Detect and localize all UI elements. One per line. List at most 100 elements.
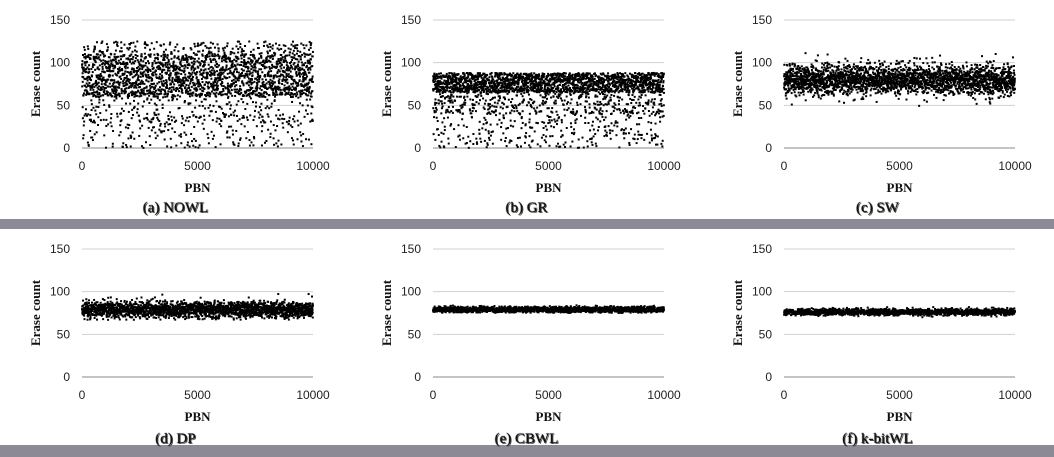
data-point [83, 46, 86, 49]
data-point [466, 92, 469, 95]
data-point [597, 83, 600, 86]
data-point [107, 85, 110, 88]
data-point [119, 61, 122, 64]
data-point [284, 49, 287, 52]
data-point [294, 67, 297, 70]
data-point [636, 76, 639, 79]
data-point [153, 47, 156, 50]
data-point [175, 76, 178, 79]
data-point [186, 57, 189, 60]
data-point [611, 129, 614, 132]
data-point [295, 72, 298, 75]
x-tick-label: 10000 [296, 159, 330, 173]
data-point [603, 135, 606, 138]
data-point [92, 55, 95, 58]
data-point [175, 78, 178, 81]
data-point [449, 85, 452, 88]
data-point [609, 129, 612, 132]
data-point [469, 85, 472, 88]
data-point [235, 84, 238, 87]
data-point [462, 72, 465, 75]
data-point [462, 87, 465, 90]
data-point [510, 86, 513, 89]
data-point [444, 89, 447, 92]
data-point [255, 101, 258, 104]
data-point [502, 103, 505, 106]
data-point [92, 64, 95, 67]
data-point [519, 145, 522, 148]
data-point [244, 44, 247, 47]
data-point [616, 71, 619, 74]
data-point [252, 119, 255, 122]
data-point [189, 47, 192, 50]
data-point [601, 77, 604, 80]
data-point [311, 75, 314, 78]
data-point [454, 86, 457, 89]
data-point [580, 86, 583, 89]
data-point [463, 74, 466, 77]
data-point [236, 70, 239, 73]
data-point [450, 82, 453, 85]
data-point [277, 85, 280, 88]
data-point [503, 88, 506, 91]
data-point [627, 113, 630, 116]
data-point [439, 81, 442, 84]
data-point [251, 93, 254, 96]
data-point [260, 109, 263, 112]
data-point [205, 46, 208, 49]
data-point [111, 65, 114, 68]
data-point [307, 53, 310, 56]
data-point [290, 61, 293, 64]
data-point [478, 99, 481, 102]
data-point [610, 78, 613, 81]
data-point [166, 63, 169, 66]
data-point [439, 93, 442, 96]
data-point [236, 63, 239, 66]
data-point [567, 77, 570, 80]
data-point [588, 83, 591, 86]
data-point [435, 90, 438, 93]
data-point [230, 89, 233, 92]
data-point [558, 95, 561, 98]
data-point [552, 73, 555, 76]
data-point [223, 54, 226, 57]
data-point [214, 84, 217, 87]
data-point [248, 95, 251, 98]
data-point [221, 67, 224, 70]
data-point [246, 118, 249, 121]
data-point [273, 51, 276, 54]
data-point [613, 124, 616, 127]
data-point [634, 106, 637, 109]
data-point [104, 92, 107, 95]
data-point [566, 91, 569, 94]
data-point [180, 87, 183, 90]
data-point [122, 60, 125, 63]
data-point [186, 144, 189, 147]
data-point [603, 80, 606, 83]
data-point [485, 92, 488, 95]
data-point [242, 61, 245, 64]
data-point [116, 112, 119, 115]
data-point [436, 89, 439, 92]
data-point [463, 85, 466, 88]
data-point [262, 92, 265, 95]
data-point [160, 44, 163, 47]
data-point [521, 82, 524, 85]
data-point [232, 111, 235, 114]
data-point [445, 75, 448, 78]
data-point [241, 48, 244, 51]
data-point [259, 76, 262, 79]
data-point [251, 59, 254, 62]
data-point [155, 92, 158, 95]
data-point [276, 47, 279, 50]
data-point [308, 61, 311, 64]
data-point [92, 95, 95, 98]
data-point [464, 86, 467, 89]
data-point [106, 60, 109, 63]
data-point [120, 41, 123, 44]
data-point [252, 135, 255, 138]
data-point [96, 57, 99, 60]
data-point [212, 92, 215, 95]
data-point [102, 76, 105, 79]
data-point [601, 110, 604, 113]
